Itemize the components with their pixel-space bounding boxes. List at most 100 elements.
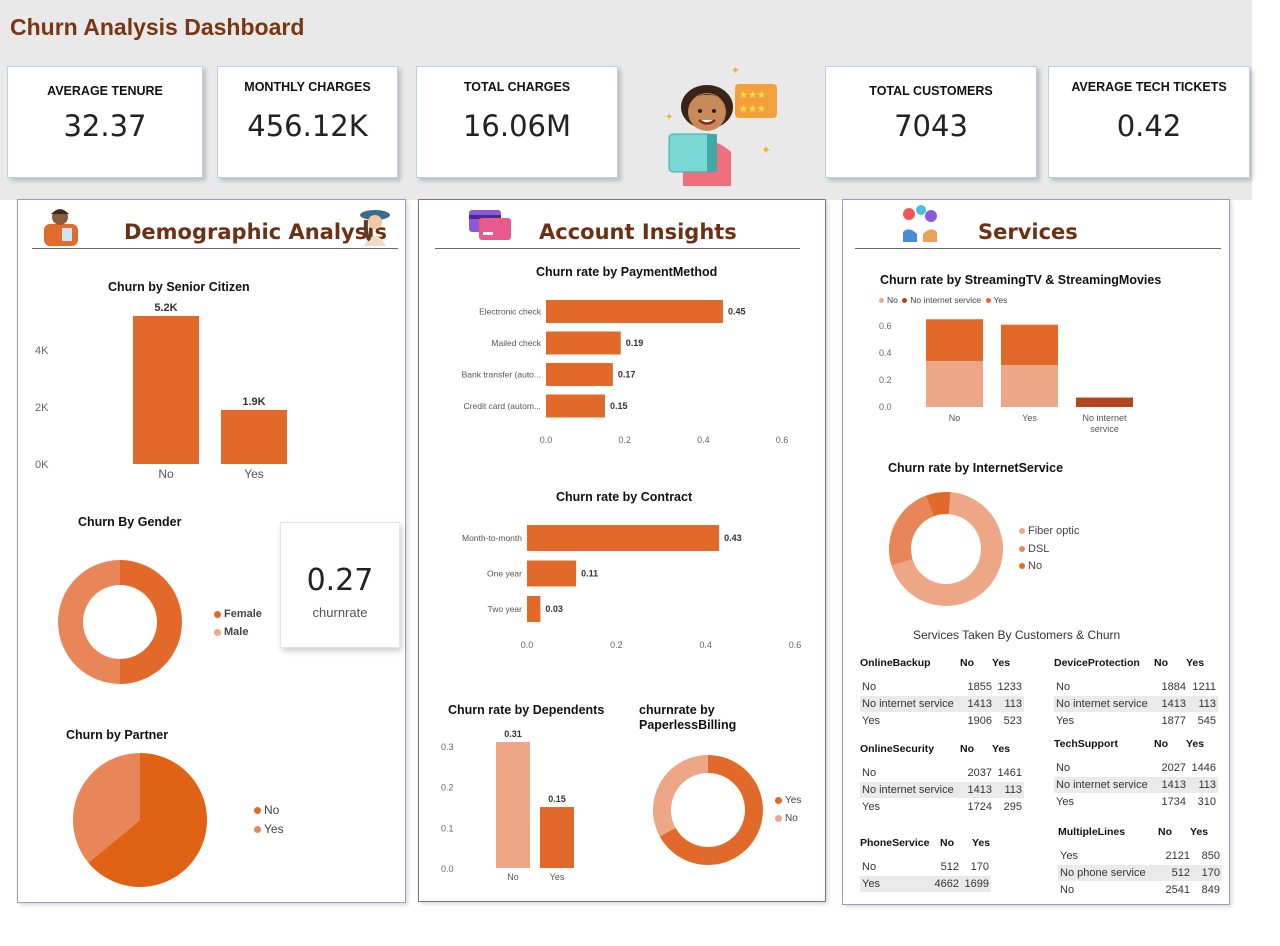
table-row: No 2541 849 — [1058, 882, 1222, 898]
x-tick-label: 0.0 — [521, 640, 534, 650]
column-header: Yes — [972, 837, 991, 849]
data-label: 0.31 — [504, 729, 522, 739]
legend-swatch — [1019, 528, 1025, 535]
kpi-card-average-tenure[interactable]: AVERAGE TENURE 32.37 — [7, 66, 203, 178]
y-tick-label: 0K — [35, 459, 49, 471]
x-tick-label: 0.4 — [697, 435, 710, 445]
legend-item-yes: Yes — [775, 795, 801, 806]
cell-value: 1413 — [1161, 779, 1186, 791]
cell-value: 170 — [970, 861, 989, 873]
dependents-bar-chart: 0.0 0.1 0.2 0.3 0.31 No 0.15 Yes — [441, 729, 574, 882]
column-header: DeviceProtection — [1054, 657, 1140, 669]
panel-divider — [855, 248, 1221, 249]
partner-pie-chart — [73, 753, 207, 887]
table-row: Yes 1877 545 — [1054, 713, 1218, 729]
table-row: No internet service 1413 113 — [1054, 696, 1218, 712]
bar-segment — [926, 319, 983, 362]
kpi-value: 456.12K — [247, 109, 368, 143]
legend-item-yes: Yes — [254, 822, 284, 836]
legend-label: Male — [224, 626, 249, 638]
row-label: Yes — [862, 801, 880, 813]
legend-label: Yes — [993, 295, 1008, 305]
chart-title: churnrate by PaperlessBilling — [639, 703, 737, 732]
kpi-card-average-tech-tickets[interactable]: AVERAGE TECH TICKETS 0.42 — [1048, 66, 1250, 178]
chart-title: Churn by Senior Citizen — [108, 280, 250, 294]
slice-female — [120, 560, 182, 684]
table-row: No internet service 1413 113 — [860, 696, 1024, 712]
kpi-card-total-charges[interactable]: TOTAL CHARGES 16.06M — [416, 66, 618, 178]
column-header: TechSupport — [1054, 738, 1118, 750]
y-tick-label: One year — [487, 569, 522, 579]
slice-fiber-optic — [891, 492, 1003, 606]
cell-value: 849 — [1201, 884, 1220, 896]
bar-segment — [1001, 324, 1058, 366]
table-row: No 1855 1233 — [860, 679, 1024, 695]
x-tick-label: Yes — [244, 467, 264, 481]
legend-swatch — [775, 796, 782, 804]
y-tick-label: Mailed check — [491, 338, 541, 348]
cell-value: 512 — [1171, 867, 1190, 879]
legend-swatch — [1019, 563, 1025, 570]
data-label: 0.15 — [548, 794, 566, 804]
cell-value: 1877 — [1161, 715, 1186, 727]
row-label: No internet service — [862, 784, 954, 796]
legend-swatch — [214, 628, 221, 636]
cell-value: 850 — [1201, 850, 1220, 862]
woman-with-box-and-stars-icon: ★★★ ★★★ ✦ ✦ ✦ — [665, 65, 777, 186]
legend-item-male: Male — [214, 626, 248, 638]
column-header: No — [1154, 657, 1168, 669]
data-label: 0.03 — [545, 604, 563, 614]
kpi-card-monthly-charges[interactable]: MONTHLY CHARGES 456.12K — [217, 66, 398, 178]
chart-title: Churn rate by PaymentMethod — [536, 265, 718, 279]
chart-title: Churn rate by InternetService — [888, 461, 1064, 475]
kpi-value: 7043 — [894, 109, 968, 143]
chart-title: Churn rate by Dependents — [448, 703, 605, 717]
table-row: Yes 1906 523 — [860, 713, 1024, 729]
row-label: Yes — [1056, 796, 1074, 808]
column-header: No — [940, 837, 954, 849]
x-tick-label: 0.0 — [540, 435, 553, 445]
cell-value: 1906 — [967, 715, 992, 727]
column-header: Yes — [1186, 657, 1205, 669]
legend-label: No — [887, 295, 898, 305]
column-header: No — [960, 657, 974, 669]
table-row: No 2037 1461 — [860, 765, 1024, 781]
data-label: 5.2K — [154, 302, 177, 314]
column-header: PhoneService — [860, 837, 930, 849]
cell-value: 512 — [940, 861, 959, 873]
row-label: No — [862, 767, 877, 779]
legend-swatch — [985, 298, 991, 304]
data-label: 0.15 — [610, 401, 628, 411]
x-tick-label: 0.4 — [699, 640, 712, 650]
data-label: 0.19 — [626, 338, 644, 348]
kpi-label: MONTHLY CHARGES — [244, 80, 371, 94]
legend-swatch — [254, 807, 261, 815]
panel-title: Demographic Analysis — [124, 220, 387, 244]
x-tick-label: No internet — [1082, 413, 1127, 423]
payment-method-bar-chart: 0.0 0.2 0.4 0.6 0.45 Electronic check 0.19 Mail… — [462, 300, 788, 445]
column-header: No — [1154, 738, 1168, 750]
x-tick-label: 0.2 — [610, 640, 623, 650]
page-title: Churn Analysis Dashboard — [10, 14, 305, 40]
chart-title: Churn By Gender — [78, 515, 182, 529]
row-label: No — [1060, 884, 1075, 896]
service-icons — [903, 205, 937, 242]
cell-value: 1461 — [997, 767, 1022, 779]
column-header: Yes — [1190, 826, 1209, 838]
x-tick-label: No — [949, 413, 961, 423]
y-tick-label: Month-to-month — [462, 533, 522, 543]
kpi-value: 16.06M — [462, 109, 572, 143]
x-tick-label: 0.6 — [789, 640, 802, 650]
column-header: MultipleLines — [1058, 826, 1126, 838]
cell-value: 113 — [1198, 779, 1216, 791]
kpi-card-total-customers[interactable]: TOTAL CUSTOMERS 7043 — [825, 66, 1037, 178]
cell-value: 1699 — [964, 878, 989, 890]
bar — [527, 525, 720, 551]
row-label: Yes — [1056, 715, 1074, 727]
internet-service-donut-chart — [889, 492, 1003, 606]
churnrate-card[interactable]: 0.27 churnrate — [280, 522, 400, 648]
data-label: 0.43 — [724, 533, 742, 543]
legend-item-female: Female — [214, 608, 262, 620]
table-row: No 2027 1446 — [1054, 760, 1218, 776]
bar — [527, 560, 577, 587]
